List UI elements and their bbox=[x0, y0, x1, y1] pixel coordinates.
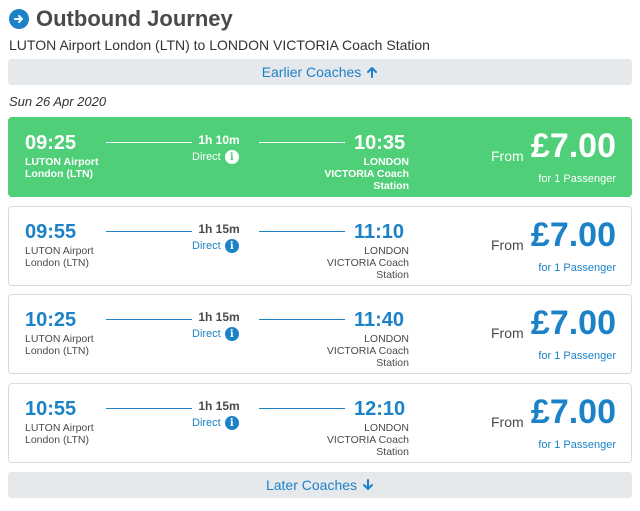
route-subtitle: LUTON Airport London (LTN) to LONDON VIC… bbox=[9, 37, 430, 53]
arrival-station-line: LONDON bbox=[364, 333, 409, 345]
info-icon[interactable]: i bbox=[224, 150, 239, 164]
page-header: Outbound Journey bbox=[9, 6, 233, 32]
departure-time: 09:25 bbox=[25, 132, 77, 154]
arrival-station: LONDON VICTORIA Coach Station bbox=[309, 156, 409, 192]
arrival-station-line: Station bbox=[376, 357, 409, 369]
route-line bbox=[259, 142, 345, 143]
arrival-station-line: VICTORIA Coach bbox=[326, 257, 409, 269]
direct-info-link[interactable]: Direct i bbox=[192, 239, 239, 253]
departure-station: LUTON Airport London (LTN) bbox=[25, 245, 135, 269]
departure-station-line: London (LTN) bbox=[25, 345, 90, 357]
direct-info-link[interactable]: Direct i bbox=[192, 327, 239, 341]
arrival-station-line: LONDON bbox=[363, 156, 410, 168]
departure-station: LUTON Airport London (LTN) bbox=[25, 333, 135, 357]
journey-card[interactable]: 09:55 LUTON Airport London (LTN) 1h 15m Dire… bbox=[8, 206, 632, 286]
later-coaches-button[interactable]: Later Coaches bbox=[8, 472, 632, 498]
info-icon[interactable]: i bbox=[224, 416, 239, 430]
arrival-station-line: VICTORIA Coach bbox=[324, 168, 409, 180]
journey-card[interactable]: 10:55 LUTON Airport London (LTN) 1h 15m Dire… bbox=[8, 383, 632, 463]
from-label: From bbox=[491, 237, 524, 253]
journey-type: Direct bbox=[192, 151, 221, 163]
journey-duration: 1h 15m bbox=[198, 222, 240, 236]
departure-time: 10:25 bbox=[25, 309, 77, 331]
info-icon[interactable]: i bbox=[224, 327, 239, 341]
journey-type: Direct bbox=[192, 417, 221, 429]
journey-card[interactable]: 09:25 LUTON Airport London (LTN) 1h 10m Dire… bbox=[8, 117, 632, 197]
departure-time: 10:55 bbox=[25, 398, 77, 420]
arrival-station: LONDON VICTORIA Coach Station bbox=[309, 422, 409, 458]
arrival-station-line: Station bbox=[376, 446, 409, 458]
departure-station: LUTON Airport London (LTN) bbox=[25, 422, 135, 446]
route-line bbox=[259, 231, 345, 232]
arrival-station-line: Station bbox=[376, 269, 409, 281]
direct-info-link[interactable]: Direct i bbox=[192, 416, 239, 430]
fare-price: £7.00 bbox=[530, 127, 616, 165]
arrival-station: LONDON VICTORIA Coach Station bbox=[309, 245, 409, 281]
arrival-station: LONDON VICTORIA Coach Station bbox=[309, 333, 409, 369]
arrival-station-line: LONDON bbox=[364, 422, 409, 434]
page-title: Outbound Journey bbox=[36, 6, 233, 31]
earlier-coaches-button[interactable]: Earlier Coaches bbox=[8, 59, 632, 85]
route-line bbox=[259, 408, 345, 409]
departure-station: LUTON Airport London (LTN) bbox=[25, 156, 135, 180]
departure-station-line: LUTON Airport bbox=[25, 422, 94, 434]
journey-type: Direct bbox=[192, 328, 221, 340]
route-line bbox=[259, 319, 345, 320]
arrival-time: 10:35 bbox=[354, 132, 406, 154]
passenger-count: for 1 Passenger bbox=[538, 350, 616, 362]
info-icon[interactable]: i bbox=[224, 239, 239, 253]
route-line bbox=[106, 319, 192, 320]
departure-station-line: London (LTN) bbox=[25, 257, 90, 269]
fare-price: £7.00 bbox=[530, 216, 616, 254]
from-label: From bbox=[491, 325, 524, 341]
arrow-up-icon bbox=[366, 66, 378, 78]
departure-station-line: London (LTN) bbox=[25, 434, 90, 446]
later-coaches-label: Later Coaches bbox=[265, 477, 358, 493]
arrival-station-line: Station bbox=[373, 180, 409, 192]
arrival-station-line: LONDON bbox=[364, 245, 409, 257]
from-label: From bbox=[491, 414, 524, 430]
earlier-coaches-label: Earlier Coaches bbox=[261, 64, 362, 80]
departure-time: 09:55 bbox=[25, 221, 77, 243]
departure-station-line: London (LTN) bbox=[25, 168, 94, 180]
route-line bbox=[106, 408, 192, 409]
arrow-right-circle-icon bbox=[9, 9, 29, 29]
arrival-station-line: VICTORIA Coach bbox=[326, 434, 409, 446]
passenger-count: for 1 Passenger bbox=[538, 439, 616, 451]
departure-station-line: LUTON Airport bbox=[25, 333, 94, 345]
journey-card[interactable]: 10:25 LUTON Airport London (LTN) 1h 15m Dire… bbox=[8, 294, 632, 374]
passenger-count: for 1 Passenger bbox=[538, 262, 616, 274]
journey-duration: 1h 15m bbox=[198, 399, 240, 413]
departure-station-line: LUTON Airport bbox=[25, 245, 94, 257]
fare-price: £7.00 bbox=[530, 393, 616, 431]
arrival-time: 12:10 bbox=[354, 398, 406, 420]
journey-type: Direct bbox=[192, 240, 221, 252]
passenger-count: for 1 Passenger bbox=[538, 173, 616, 185]
departure-station-line: LUTON Airport bbox=[25, 156, 99, 168]
arrival-station-line: VICTORIA Coach bbox=[326, 345, 409, 357]
direct-info-link[interactable]: Direct i bbox=[192, 150, 239, 164]
fare-price: £7.00 bbox=[530, 304, 616, 342]
journey-duration: 1h 10m bbox=[198, 133, 240, 147]
arrival-time: 11:40 bbox=[354, 309, 405, 331]
arrival-time: 11:10 bbox=[354, 221, 405, 243]
journey-duration: 1h 15m bbox=[198, 310, 240, 324]
journey-date: Sun 26 Apr 2020 bbox=[9, 94, 107, 109]
route-line bbox=[106, 142, 192, 143]
route-line bbox=[106, 231, 192, 232]
arrow-down-icon bbox=[362, 479, 374, 491]
from-label: From bbox=[491, 148, 524, 164]
